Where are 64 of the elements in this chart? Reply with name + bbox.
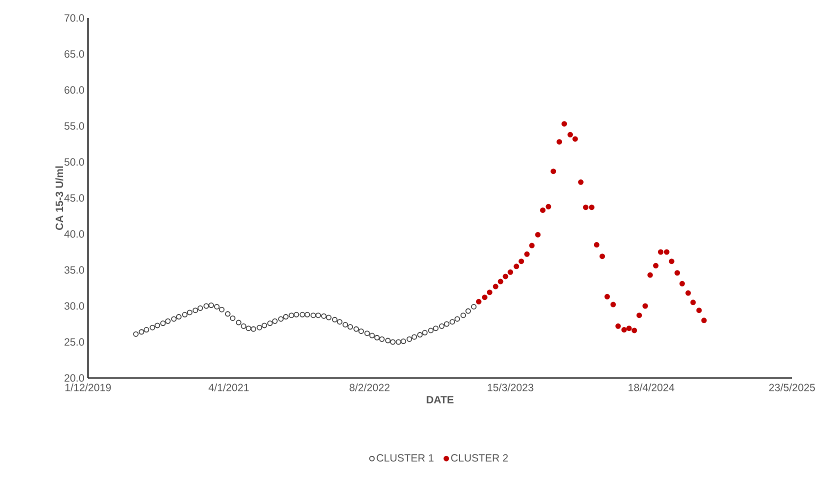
point <box>540 207 546 213</box>
point <box>482 294 488 300</box>
point <box>486 290 492 296</box>
point <box>524 251 530 257</box>
legend-label: CLUSTER 1 <box>376 454 434 462</box>
point <box>546 204 552 210</box>
point <box>658 249 664 255</box>
x-tick-label: 4/1/2021 <box>208 384 249 392</box>
point <box>632 328 638 334</box>
x-tick-label: 8/2/2022 <box>350 384 390 392</box>
point <box>476 298 482 304</box>
y-tick-label: 35.0 <box>64 266 84 274</box>
point <box>668 258 674 264</box>
point <box>492 284 498 290</box>
point <box>636 312 642 318</box>
point <box>604 294 610 300</box>
point <box>550 168 556 174</box>
x-tick-label: 1/12/2019 <box>65 384 111 392</box>
point <box>674 270 680 276</box>
point <box>685 290 691 296</box>
point <box>562 121 568 127</box>
y-tick-label: 20.0 <box>64 374 84 382</box>
point <box>615 323 621 329</box>
point <box>594 242 600 248</box>
point <box>567 132 573 138</box>
y-tick-label: 30.0 <box>64 302 84 310</box>
point <box>588 204 594 210</box>
point <box>572 136 578 142</box>
x-tick-label: 23/5/2025 <box>769 384 815 392</box>
y-tick-label: 40.0 <box>64 230 84 238</box>
point <box>626 326 632 332</box>
point <box>600 254 606 260</box>
y-tick-label: 55.0 <box>64 122 84 130</box>
point <box>621 327 627 333</box>
point <box>610 302 616 308</box>
point <box>696 308 702 314</box>
point <box>690 300 696 306</box>
point <box>653 262 659 268</box>
point <box>647 272 653 278</box>
y-tick-label: 45.0 <box>64 194 84 202</box>
legend-label: CLUSTER 2 <box>451 454 508 462</box>
y-tick-label: 50.0 <box>64 158 84 166</box>
y-tick-label: 65.0 <box>64 50 84 58</box>
point <box>642 303 648 309</box>
point <box>502 274 508 280</box>
x-tick-label: 15/3/2023 <box>488 384 534 392</box>
point <box>508 269 514 275</box>
point <box>535 232 541 238</box>
point <box>679 280 685 286</box>
y-tick-label: 70.0 <box>64 14 84 22</box>
y-axis-title: CA 15-3 U/ml <box>55 166 64 230</box>
x-axis-title: DATE <box>426 396 454 404</box>
point <box>582 204 588 210</box>
point <box>701 318 707 324</box>
point <box>529 242 535 248</box>
point <box>664 249 670 255</box>
point <box>578 179 584 185</box>
x-tick-label: 18/4/2024 <box>628 384 674 392</box>
y-tick-label: 25.0 <box>64 338 84 346</box>
point <box>556 139 562 145</box>
point <box>518 258 524 264</box>
y-tick-label: 60.0 <box>64 86 84 94</box>
point <box>514 264 520 270</box>
point <box>498 278 504 284</box>
